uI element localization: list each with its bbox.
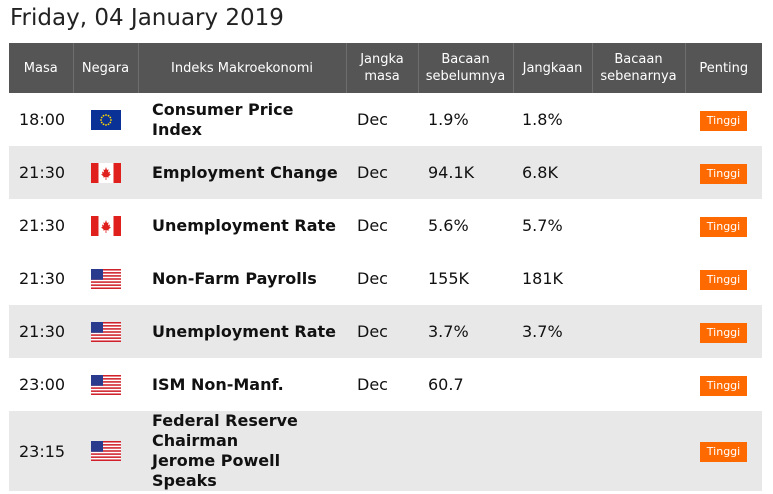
previous-cell: 155K xyxy=(418,252,513,305)
time-cell: 21:30 xyxy=(9,146,73,199)
consensus-cell: 6.8K xyxy=(513,146,592,199)
table-row[interactable]: 21:30 Unemployment Rate Dec 5.6% 5.7% Ti… xyxy=(9,199,762,252)
time-cell: 18:00 xyxy=(9,93,73,146)
table-row[interactable]: 18:00 Consumer Price Index Dec 1.9% 1.8%… xyxy=(9,93,762,146)
importance-badge: Tinggi xyxy=(699,110,748,131)
importance-badge: Tinggi xyxy=(699,322,748,343)
country-cell xyxy=(73,305,138,358)
importance-badge: Tinggi xyxy=(699,216,748,237)
event-name[interactable]: Unemployment Rate xyxy=(138,199,346,252)
actual-cell xyxy=(592,93,685,146)
column-header-consensus[interactable]: Jangkaan xyxy=(513,43,593,93)
table-header-row: Masa Negara Indeks Makroekonomi Jangka m… xyxy=(9,43,762,93)
actual-cell xyxy=(592,411,685,491)
table-row[interactable]: 21:30 Unemployment Rate Dec 3.7% 3.7% Ti… xyxy=(9,305,762,358)
table-row[interactable]: 21:30 Non-Farm Payrolls Dec 155K 181K Ti… xyxy=(9,252,762,305)
table-row[interactable]: 21:30 Employment Change Dec 94.1K 6.8K T… xyxy=(9,146,762,199)
table-row[interactable]: 23:15 Federal Reserve Chairman Jerome Po… xyxy=(9,411,762,491)
consensus-cell: 3.7% xyxy=(513,305,592,358)
previous-cell: 3.7% xyxy=(418,305,513,358)
country-cell xyxy=(73,199,138,252)
column-header-time[interactable]: Masa xyxy=(9,43,74,93)
eu-flag-icon xyxy=(90,109,121,130)
us-flag-icon xyxy=(90,321,121,342)
event-name[interactable]: Employment Change xyxy=(138,146,346,199)
importance-badge: Tinggi xyxy=(699,375,748,396)
column-header-actual[interactable]: Bacaan sebenarnya xyxy=(592,43,686,93)
consensus-cell xyxy=(513,411,592,491)
time-cell: 21:30 xyxy=(9,252,73,305)
previous-cell xyxy=(418,411,513,491)
actual-cell xyxy=(592,358,685,411)
us-flag-icon xyxy=(90,441,121,462)
event-name[interactable]: ISM Non-Manf. xyxy=(138,358,346,411)
us-flag-icon xyxy=(90,268,121,289)
canada-flag-icon xyxy=(90,162,121,183)
country-cell xyxy=(73,146,138,199)
time-cell: 21:30 xyxy=(9,199,73,252)
importance-cell: Tinggi xyxy=(685,358,762,411)
period-cell: Dec xyxy=(346,252,418,305)
importance-cell: Tinggi xyxy=(685,305,762,358)
actual-cell xyxy=(592,199,685,252)
actual-cell xyxy=(592,252,685,305)
time-cell: 23:15 xyxy=(9,411,73,491)
event-name[interactable]: Consumer Price Index xyxy=(138,93,346,146)
importance-badge: Tinggi xyxy=(699,163,748,184)
country-cell xyxy=(73,411,138,491)
previous-cell: 94.1K xyxy=(418,146,513,199)
period-cell: Dec xyxy=(346,358,418,411)
importance-cell: Tinggi xyxy=(685,146,762,199)
previous-cell: 5.6% xyxy=(418,199,513,252)
economic-calendar-table: Masa Negara Indeks Makroekonomi Jangka m… xyxy=(9,43,762,491)
consensus-cell: 5.7% xyxy=(513,199,592,252)
previous-cell: 1.9% xyxy=(418,93,513,146)
importance-cell: Tinggi xyxy=(685,411,762,491)
country-cell xyxy=(73,252,138,305)
table-row[interactable]: 23:00 ISM Non-Manf. Dec 60.7 Tinggi xyxy=(9,358,762,411)
time-cell: 23:00 xyxy=(9,358,73,411)
period-cell: Dec xyxy=(346,305,418,358)
event-name[interactable]: Unemployment Rate xyxy=(138,305,346,358)
consensus-cell: 1.8% xyxy=(513,93,592,146)
event-name[interactable]: Federal Reserve Chairman Jerome Powell S… xyxy=(138,411,346,491)
consensus-cell: 181K xyxy=(513,252,592,305)
column-header-importance[interactable]: Penting xyxy=(685,43,762,93)
importance-cell: Tinggi xyxy=(685,199,762,252)
importance-cell: Tinggi xyxy=(685,93,762,146)
actual-cell xyxy=(592,305,685,358)
canada-flag-icon xyxy=(90,215,121,236)
importance-badge: Tinggi xyxy=(699,442,748,462)
country-cell xyxy=(73,358,138,411)
period-cell: Dec xyxy=(346,146,418,199)
us-flag-icon xyxy=(90,374,121,395)
period-cell: Dec xyxy=(346,199,418,252)
period-cell: Dec xyxy=(346,93,418,146)
column-header-previous[interactable]: Bacaan sebelumnya xyxy=(418,43,514,93)
column-header-period[interactable]: Jangka masa xyxy=(346,43,419,93)
column-header-event[interactable]: Indeks Makroekonomi xyxy=(138,43,347,93)
time-cell: 21:30 xyxy=(9,305,73,358)
consensus-cell xyxy=(513,358,592,411)
page-title: Friday, 04 January 2019 xyxy=(10,5,284,31)
event-name[interactable]: Non-Farm Payrolls xyxy=(138,252,346,305)
column-header-country[interactable]: Negara xyxy=(73,43,139,93)
importance-cell: Tinggi xyxy=(685,252,762,305)
period-cell xyxy=(346,411,418,491)
importance-badge: Tinggi xyxy=(699,269,748,290)
actual-cell xyxy=(592,146,685,199)
previous-cell: 60.7 xyxy=(418,358,513,411)
country-cell xyxy=(73,93,138,146)
